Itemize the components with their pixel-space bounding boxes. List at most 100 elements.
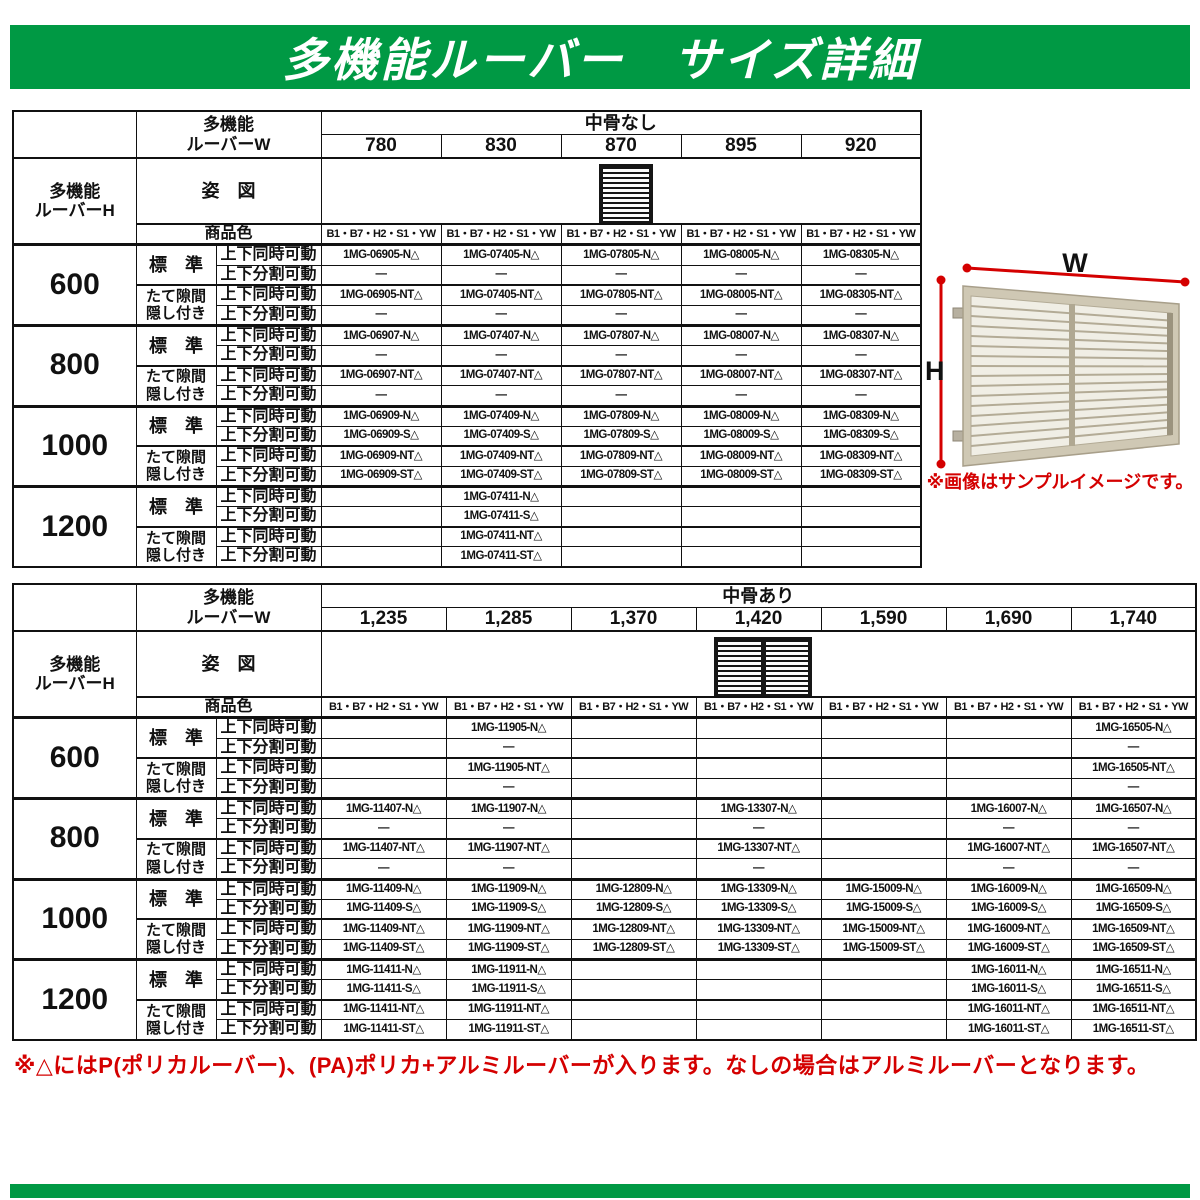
product-code: 1MG-08305-NT△	[800, 284, 922, 306]
product-code: 1MG-08009-ST△	[680, 465, 802, 488]
product-code: 1MG-16509-N△	[1070, 877, 1197, 900]
footnote: ※△にはP(ポリカルーバー)、(PA)ポリカ+アルミルーバーが入ります。なしの場…	[14, 1053, 1150, 1078]
product-code: 1MG-12809-ST△	[570, 938, 697, 961]
empty-cell	[820, 858, 947, 880]
dash-cell: —	[560, 304, 682, 326]
width-value: 1,740	[1070, 607, 1197, 632]
empty-cell	[820, 737, 947, 759]
louver-w-header: 多機能 ルーバーW	[135, 583, 322, 632]
product-code: 1MG-16009-NT△	[945, 918, 1072, 940]
product-code: 1MG-08009-NT△	[680, 445, 802, 467]
product-code: 1MG-07807-NT△	[560, 364, 682, 387]
empty-cell	[320, 506, 442, 528]
product-code: 1MG-08305-N△	[800, 243, 922, 266]
dash-cell: —	[320, 264, 442, 286]
type-standard: 標 準	[135, 877, 217, 920]
product-code: 1MG-16505-NT△	[1070, 757, 1197, 779]
h-dimension-label: H	[925, 356, 945, 386]
product-code: 1MG-11909-N△	[445, 877, 572, 900]
color-codes: B1・B7・H2・S1・YW	[800, 223, 922, 246]
color-codes: B1・B7・H2・S1・YW	[1070, 696, 1197, 719]
motion-label: 上下分割可動	[215, 264, 322, 286]
page-title: 多機能ルーバー サイズ詳細	[282, 34, 918, 86]
empty-cell	[695, 958, 822, 981]
dash-cell: —	[560, 345, 682, 367]
product-code: 1MG-11911-S△	[445, 979, 572, 1001]
product-code: 1MG-07805-N△	[560, 243, 682, 266]
louver-height-value: 1000	[12, 877, 137, 961]
product-code: 1MG-06907-N△	[320, 323, 442, 347]
motion-label: 上下同時可動	[215, 796, 322, 820]
empty-cell	[945, 716, 1072, 739]
louver-height-value: 1200	[12, 485, 137, 568]
dash-cell: —	[560, 264, 682, 286]
product-code: 1MG-16011-S△	[945, 979, 1072, 1001]
w-dim-dot-left	[962, 263, 972, 273]
product-code: 1MG-07411-S△	[440, 506, 562, 528]
product-code: 1MG-07805-NT△	[560, 284, 682, 306]
type-gap-hidden: たて隙間 隠し付き	[135, 998, 217, 1041]
product-code: 1MG-07409-S△	[440, 425, 562, 447]
product-code: 1MG-07405-NT△	[440, 284, 562, 306]
empty-cell	[695, 979, 822, 1001]
product-code: 1MG-11409-S△	[320, 898, 447, 920]
product-code: 1MG-11909-ST△	[445, 938, 572, 961]
product-code: 1MG-15009-NT△	[820, 918, 947, 940]
w-dimension-line	[966, 266, 1186, 284]
color-codes: B1・B7・H2・S1・YW	[320, 696, 447, 719]
empty-cell	[570, 796, 697, 820]
motion-label: 上下分割可動	[215, 1019, 322, 1041]
product-code: 1MG-07407-N△	[440, 323, 562, 347]
dash-cell: —	[320, 345, 442, 367]
empty-cell	[320, 546, 442, 568]
empty-cell	[680, 506, 802, 528]
dash-cell: —	[440, 345, 562, 367]
product-code: 1MG-07809-NT△	[560, 445, 682, 467]
motion-label: 上下分割可動	[215, 938, 322, 961]
empty-cell	[945, 777, 1072, 799]
motion-label: 上下分割可動	[215, 898, 322, 920]
louver-height-value: 800	[12, 796, 137, 880]
product-code: 1MG-07409-NT△	[440, 445, 562, 467]
product-code: 1MG-16007-NT△	[945, 837, 1072, 860]
product-code: 1MG-06909-S△	[320, 425, 442, 447]
dash-cell: —	[945, 818, 1072, 840]
product-code: 1MG-08307-NT△	[800, 364, 922, 387]
product-code: 1MG-07807-N△	[560, 323, 682, 347]
product-code: 1MG-11411-S△	[320, 979, 447, 1001]
dash-cell: —	[560, 385, 682, 407]
product-code: 1MG-13309-N△	[695, 877, 822, 900]
width-value: 1,285	[445, 607, 572, 632]
motion-label: 上下同時可動	[215, 284, 322, 306]
empty-cell	[820, 757, 947, 779]
motion-label: 上下同時可動	[215, 998, 322, 1021]
type-standard: 標 準	[135, 485, 217, 528]
product-code: 1MG-08005-NT△	[680, 284, 802, 306]
h-dim-dot-top	[936, 275, 946, 285]
product-code: 1MG-07409-N△	[440, 404, 562, 427]
empty-cell	[820, 979, 947, 1001]
type-standard: 標 準	[135, 323, 217, 367]
product-code: 1MG-08007-NT△	[680, 364, 802, 387]
h-dim-dot-bottom	[936, 459, 946, 469]
product-code: 1MG-08309-N△	[800, 404, 922, 427]
size-table-no-midrail: 多機能 ルーバーW 中骨なし 780 830 870 895 920 多機能 ルーバーH 姿 図商品…	[12, 110, 922, 568]
sample-image-caption: ※画像はサンプルイメージです。	[926, 472, 1194, 492]
dash-cell: —	[800, 304, 922, 326]
width-value: 780	[320, 134, 442, 159]
w-dim-dot-right	[1180, 277, 1190, 287]
dash-cell: —	[1070, 858, 1197, 880]
product-code: 1MG-11407-NT△	[320, 837, 447, 860]
louver-height-value: 1000	[12, 404, 137, 488]
empty-cell	[820, 958, 947, 981]
louver-w-header: 多機能 ルーバーW	[135, 110, 322, 159]
width-value: 1,370	[570, 607, 697, 632]
empty-cell	[320, 757, 447, 779]
type-standard: 標 準	[135, 796, 217, 840]
motion-label: 上下分割可動	[215, 737, 322, 759]
product-code: 1MG-12809-NT△	[570, 918, 697, 940]
color-codes: B1・B7・H2・S1・YW	[560, 223, 682, 246]
empty-cell	[570, 757, 697, 779]
product-code: 1MG-11411-NT△	[320, 998, 447, 1021]
product-code: 1MG-08309-NT△	[800, 445, 922, 467]
